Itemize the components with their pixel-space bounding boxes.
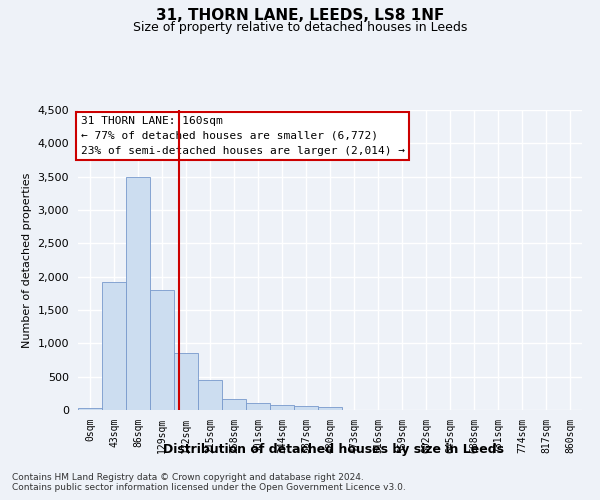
Bar [78, 408, 102, 410]
Bar [102, 282, 126, 410]
Bar [246, 404, 270, 410]
Bar [126, 176, 150, 410]
Bar [294, 406, 318, 410]
Bar [198, 380, 222, 410]
Text: Contains public sector information licensed under the Open Government Licence v3: Contains public sector information licen… [12, 484, 406, 492]
Bar [150, 290, 174, 410]
Text: Contains HM Land Registry data © Crown copyright and database right 2024.: Contains HM Land Registry data © Crown c… [12, 472, 364, 482]
Text: 31 THORN LANE: 160sqm
← 77% of detached houses are smaller (6,772)
23% of semi-d: 31 THORN LANE: 160sqm ← 77% of detached … [80, 116, 404, 156]
Bar [318, 407, 342, 410]
Bar [222, 398, 246, 410]
Bar [174, 354, 198, 410]
Y-axis label: Number of detached properties: Number of detached properties [22, 172, 32, 348]
Text: Size of property relative to detached houses in Leeds: Size of property relative to detached ho… [133, 21, 467, 34]
Text: Distribution of detached houses by size in Leeds: Distribution of detached houses by size … [163, 442, 503, 456]
Text: 31, THORN LANE, LEEDS, LS8 1NF: 31, THORN LANE, LEEDS, LS8 1NF [156, 8, 444, 22]
Bar [270, 406, 294, 410]
